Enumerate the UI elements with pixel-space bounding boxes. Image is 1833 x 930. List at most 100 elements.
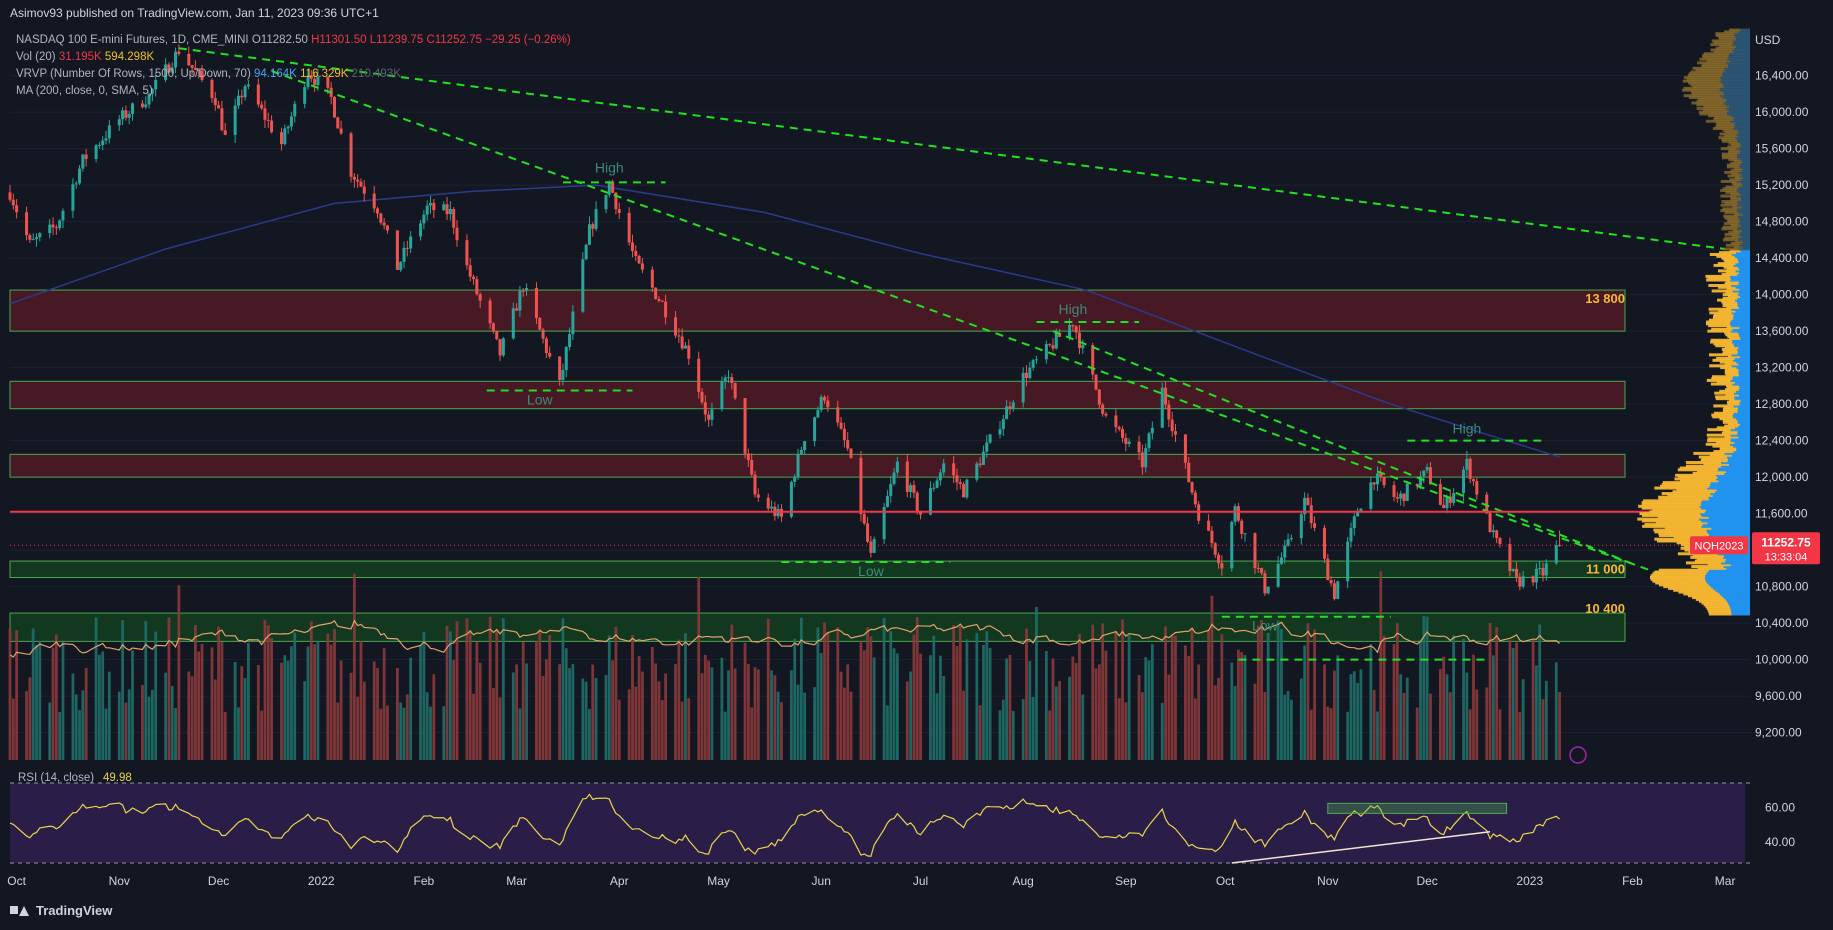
volume-bar — [1518, 711, 1522, 760]
volume-profile-up — [1733, 263, 1750, 267]
volume-profile-up — [1738, 247, 1750, 251]
candle-body — [700, 391, 704, 403]
volume-profile-up — [1730, 437, 1750, 441]
time-tick-label: Mar — [506, 874, 527, 888]
volume-bar — [1382, 635, 1386, 760]
candle-body — [1379, 473, 1383, 478]
volume-bar — [723, 711, 727, 760]
candle-body — [452, 209, 456, 228]
volume-bar — [905, 681, 909, 760]
volume-profile-down — [1641, 503, 1702, 506]
volume-profile-down — [1719, 44, 1737, 48]
candle-body — [882, 507, 886, 540]
volume-bar — [425, 692, 429, 760]
volume-bar — [1359, 669, 1363, 760]
volume-profile-up — [1742, 229, 1750, 233]
volume-profile-up — [1723, 101, 1750, 105]
volume-profile-up — [1729, 105, 1750, 109]
volume-bar — [1260, 619, 1263, 760]
volume-bar — [1306, 623, 1310, 760]
volume-bar — [650, 647, 654, 760]
candle-body — [836, 407, 840, 423]
volume-bar — [746, 664, 750, 760]
candle-body — [1150, 427, 1154, 434]
volume-bar — [472, 693, 475, 760]
candle-body — [1058, 333, 1062, 337]
volume-profile-down — [1639, 512, 1701, 516]
candle-body — [131, 103, 135, 114]
candle-body — [316, 76, 320, 86]
volume-bar — [247, 642, 250, 760]
volume-profile-up — [1707, 521, 1750, 525]
volume-profile-down — [1719, 446, 1737, 450]
price-tick-label: 15,600.00 — [1755, 142, 1809, 156]
volume-bar — [61, 641, 65, 760]
volume-profile-down — [1716, 254, 1735, 258]
candle-body — [1515, 568, 1519, 577]
candle-body — [54, 227, 58, 229]
volume-profile-up — [1738, 211, 1750, 214]
volume-bar — [194, 624, 197, 760]
volume-profile-up — [1731, 311, 1750, 315]
volume-profile-up — [1730, 439, 1750, 443]
volume-profile-up — [1737, 138, 1750, 141]
candle-body — [455, 227, 459, 241]
volume-profile-up — [1739, 335, 1750, 339]
volume-profile-down — [1716, 440, 1735, 444]
candle-body — [962, 484, 966, 498]
volume-bar — [1286, 690, 1290, 760]
volume-bar — [349, 672, 353, 760]
volume-profile-up — [1736, 179, 1750, 183]
volume-bar — [121, 620, 124, 760]
volume-bar — [1021, 699, 1025, 760]
candle-body — [84, 154, 88, 160]
candle-body — [236, 95, 240, 106]
candle-body — [432, 202, 436, 211]
volume-bar — [1240, 652, 1244, 760]
volume-bar — [1544, 680, 1548, 760]
volume-profile-down — [1661, 492, 1711, 496]
volume-bar — [1230, 662, 1234, 760]
volume-profile-down — [1712, 316, 1734, 320]
volume-profile-up — [1740, 148, 1750, 152]
volume-bar — [1554, 662, 1558, 760]
volume-bar — [326, 633, 330, 760]
volume-profile-up — [1726, 566, 1750, 570]
volume-bar — [84, 667, 88, 760]
volume-profile-down — [1715, 397, 1735, 401]
volume-bar — [1207, 629, 1210, 760]
volume-profile-down — [1720, 209, 1737, 213]
volume-bar — [929, 655, 932, 760]
candle-body — [909, 485, 913, 492]
volume-profile-down — [1712, 127, 1734, 131]
candle-body — [1471, 479, 1475, 482]
volume-bar — [313, 644, 317, 760]
volume-profile-down — [1720, 194, 1737, 198]
volume-bar — [141, 685, 144, 760]
candle-body — [942, 463, 946, 473]
candle-body — [177, 51, 181, 54]
volume-profile-down — [1718, 136, 1736, 140]
time-tick-label: Dec — [208, 874, 229, 888]
volume-profile-up — [1729, 603, 1750, 607]
volume-bar — [1167, 674, 1171, 760]
volume-profile-down — [1692, 66, 1725, 70]
candle-body — [1286, 539, 1290, 546]
volume-profile-up — [1724, 471, 1750, 475]
candle-body — [117, 119, 121, 126]
volume-profile-up — [1709, 534, 1750, 538]
volume-profile-down — [1697, 566, 1727, 570]
volume-profile-up — [1708, 495, 1750, 499]
candle-body — [955, 475, 959, 483]
volume-bar — [1289, 699, 1293, 760]
volume-bar — [1031, 696, 1035, 760]
candle-body — [591, 224, 595, 229]
volume-bar — [15, 630, 19, 760]
candle-body — [998, 429, 1002, 435]
volume-bar — [1352, 671, 1356, 760]
volume-profile-up — [1741, 161, 1750, 165]
candle-body — [938, 472, 942, 481]
volume-profile-down — [1722, 409, 1738, 413]
price-tick-label: 9,600.00 — [1755, 689, 1802, 703]
